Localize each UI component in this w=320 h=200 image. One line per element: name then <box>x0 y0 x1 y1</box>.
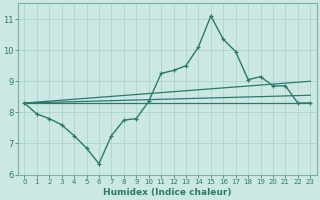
X-axis label: Humidex (Indice chaleur): Humidex (Indice chaleur) <box>103 188 232 197</box>
